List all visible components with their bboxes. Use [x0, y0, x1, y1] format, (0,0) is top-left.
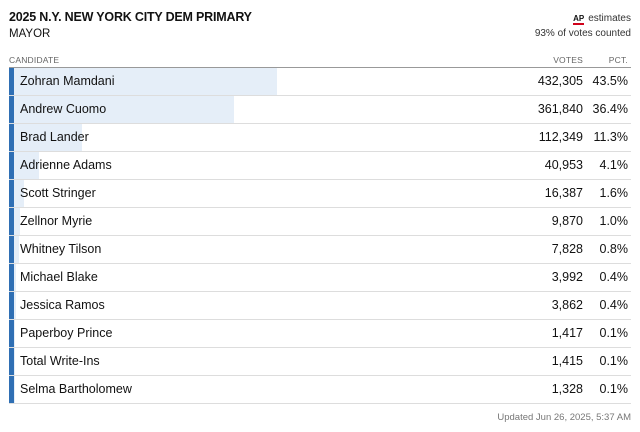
- party-stripe: [9, 320, 14, 347]
- vote-percent: 0.8%: [599, 242, 629, 256]
- table-row: Adrienne Adams 40,953 4.1%: [9, 152, 631, 180]
- party-stripe: [9, 348, 14, 375]
- candidate-name: Andrew Cuomo: [20, 102, 107, 116]
- vote-count: 112,349: [538, 130, 583, 144]
- vote-percent: 43.5%: [592, 74, 628, 88]
- candidate-name: Brad Lander: [20, 130, 89, 144]
- party-stripe: [9, 96, 14, 123]
- table-row: Scott Stringer 16,387 1.6%: [9, 180, 631, 208]
- table-row: Whitney Tilson 7,828 0.8%: [9, 236, 631, 264]
- vote-percent: 11.3%: [593, 130, 628, 144]
- vote-share-bar: [14, 124, 82, 151]
- vote-share-bar: [14, 348, 15, 375]
- party-stripe: [9, 376, 14, 403]
- source-line: AP estimates: [573, 13, 631, 25]
- candidate-name: Zellnor Myrie: [20, 214, 93, 228]
- vote-share-bar: [14, 68, 277, 95]
- vote-count: 1,328: [551, 382, 583, 396]
- table-header: CANDIDATE VOTES PCT.: [9, 53, 631, 68]
- vote-percent: 0.1%: [599, 382, 629, 396]
- candidate-name: Selma Bartholomew: [20, 382, 132, 396]
- table-row: Andrew Cuomo 361,840 36.4%: [9, 96, 631, 124]
- table-row: Zohran Mamdani 432,305 43.5%: [9, 68, 631, 96]
- vote-percent: 0.4%: [599, 270, 629, 284]
- vote-percent: 1.6%: [599, 186, 629, 200]
- vote-percent: 1.0%: [599, 214, 629, 228]
- table-row: Total Write-Ins 1,415 0.1%: [9, 348, 631, 376]
- results-table: CANDIDATE VOTES PCT. Zohran Mamdani 432,3…: [9, 53, 631, 404]
- party-stripe: [9, 292, 14, 319]
- party-stripe: [9, 68, 14, 95]
- vote-count: 1,417: [551, 326, 583, 340]
- table-row: Jessica Ramos 3,862 0.4%: [9, 292, 631, 320]
- candidate-name: Scott Stringer: [20, 186, 96, 200]
- vote-count: 3,992: [551, 270, 583, 284]
- candidate-name: Total Write-Ins: [20, 354, 100, 368]
- table-row: Michael Blake 3,992 0.4%: [9, 264, 631, 292]
- vote-count: 361,840: [537, 102, 583, 116]
- party-stripe: [9, 236, 14, 263]
- vote-share-bar: [14, 152, 39, 179]
- party-stripe: [9, 180, 14, 207]
- candidate-name: Adrienne Adams: [20, 158, 112, 172]
- column-header-votes: VOTES: [553, 55, 583, 65]
- results-header: 2025 N.Y. NEW YORK CITY DEM PRIMARY MAYO…: [9, 10, 631, 50]
- updated-timestamp: Updated Jun 26, 2025, 5:37 AM: [497, 412, 631, 423]
- vote-percent: 0.1%: [599, 326, 629, 340]
- column-header-candidate: CANDIDATE: [9, 55, 60, 65]
- table-body: Zohran Mamdani 432,305 43.5% Andrew Cuomo 36…: [9, 68, 631, 404]
- vote-share-bar: [14, 292, 16, 319]
- vote-percent: 36.4%: [592, 102, 628, 116]
- table-row: Brad Lander 112,349 11.3%: [9, 124, 631, 152]
- vote-count: 40,953: [544, 158, 583, 172]
- vote-count: 432,305: [537, 74, 583, 88]
- vote-count: 3,862: [551, 298, 583, 312]
- table-row: Zellnor Myrie 9,870 1.0%: [9, 208, 631, 236]
- party-stripe: [9, 264, 14, 291]
- vote-share-bar: [14, 96, 234, 123]
- party-stripe: [9, 124, 14, 151]
- candidate-name: Whitney Tilson: [20, 242, 102, 256]
- vote-share-bar: [14, 236, 19, 263]
- vote-share-bar: [14, 264, 16, 291]
- vote-percent: 0.1%: [599, 354, 629, 368]
- party-stripe: [9, 208, 14, 235]
- vote-count: 1,415: [551, 354, 583, 368]
- vote-share-bar: [14, 320, 15, 347]
- vote-share-bar: [14, 376, 15, 403]
- ap-logo: AP: [573, 13, 585, 25]
- race-subtitle: MAYOR: [9, 28, 51, 40]
- vote-percent: 4.1%: [599, 158, 629, 172]
- votes-counted-label: 93% of votes counted: [534, 28, 631, 39]
- candidate-name: Paperboy Prince: [20, 326, 113, 340]
- vote-percent: 0.4%: [599, 298, 629, 312]
- candidate-name: Michael Blake: [20, 270, 98, 284]
- vote-count: 7,828: [551, 242, 583, 256]
- candidate-name: Zohran Mamdani: [20, 74, 115, 88]
- vote-share-bar: [14, 208, 20, 235]
- table-row: Paperboy Prince 1,417 0.1%: [9, 320, 631, 348]
- candidate-name: Jessica Ramos: [20, 298, 105, 312]
- table-row: Selma Bartholomew 1,328 0.1%: [9, 376, 631, 404]
- party-stripe: [9, 152, 14, 179]
- vote-count: 9,870: [551, 214, 583, 228]
- race-title: 2025 N.Y. NEW YORK CITY DEM PRIMARY: [9, 10, 252, 24]
- vote-share-bar: [14, 180, 24, 207]
- vote-count: 16,387: [544, 186, 583, 200]
- estimates-label: estimates: [588, 13, 631, 24]
- column-header-pct: PCT.: [608, 55, 628, 65]
